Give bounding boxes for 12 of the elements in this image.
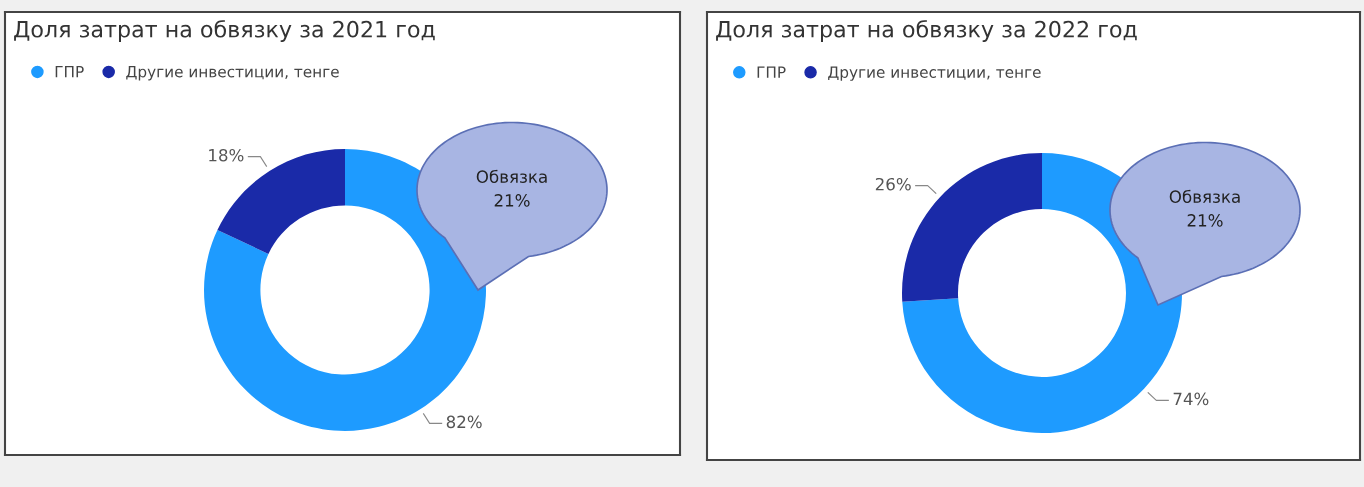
chart-title: Доля затрат на обвязку за 2021 год bbox=[14, 20, 435, 42]
chart-title: Доля затрат на обвязку за 2022 год bbox=[716, 20, 1137, 42]
text: Обвязка 21% bbox=[476, 169, 547, 207]
legend-label: Другие инвестиции, тенге bbox=[126, 66, 339, 81]
data-label: 18% bbox=[209, 148, 244, 162]
legend-label: ГПР bbox=[757, 66, 786, 78]
data-label: 26% bbox=[875, 177, 911, 191]
legend-label: ГПР bbox=[55, 66, 84, 78]
text: Обвязка 21% bbox=[1169, 189, 1240, 227]
legend-label: Другие инвестиции, тенге bbox=[828, 66, 1041, 81]
data-label: 82% bbox=[446, 415, 482, 429]
data-label: 74% bbox=[1173, 392, 1209, 406]
